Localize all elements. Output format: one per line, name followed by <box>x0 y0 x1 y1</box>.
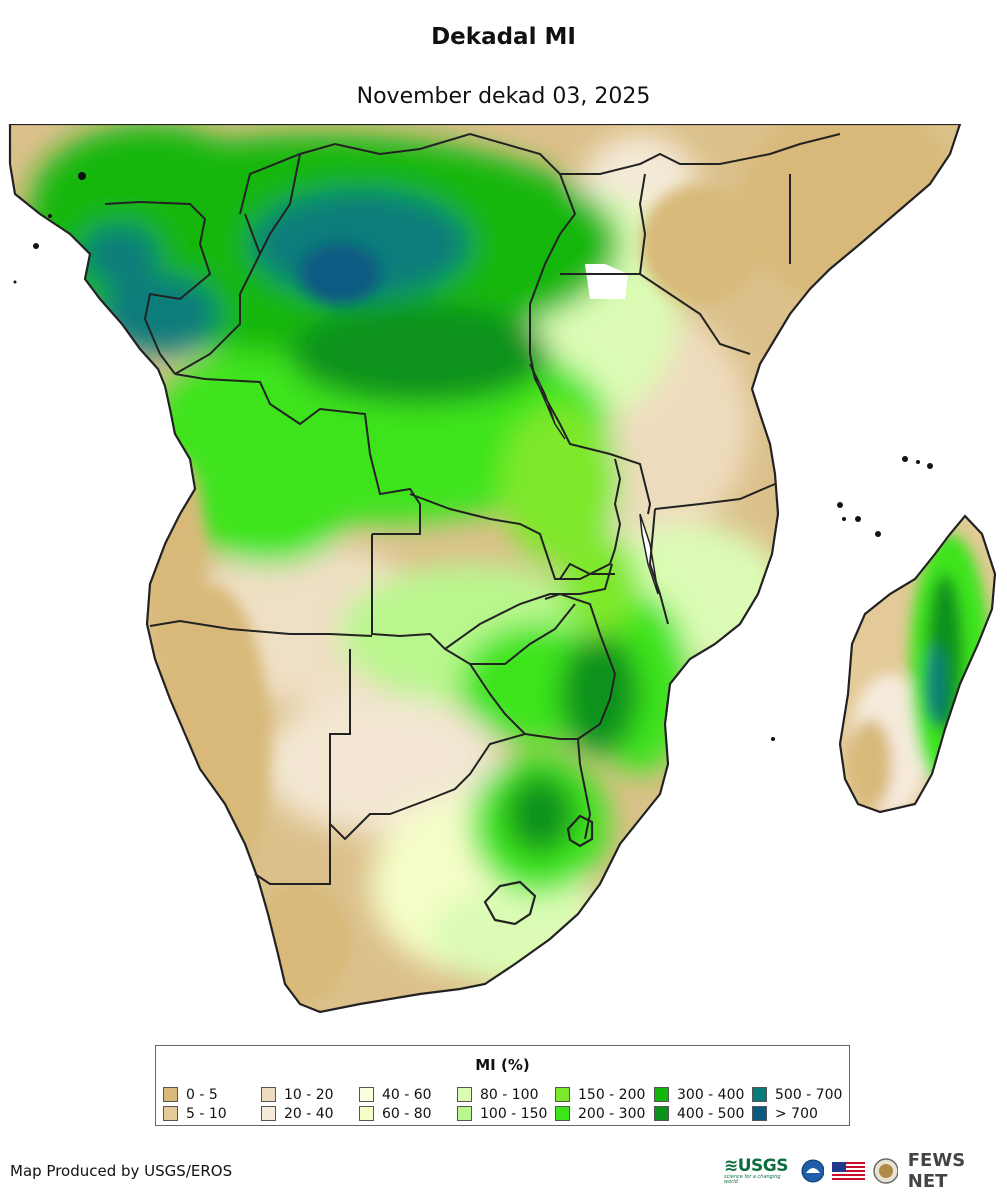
legend-label: > 700 <box>775 1105 818 1122</box>
mainland-fill <box>10 124 960 1012</box>
legend-label: 300 - 400 <box>677 1086 745 1103</box>
legend-label: 150 - 200 <box>578 1086 646 1103</box>
legend-label: 40 - 60 <box>382 1086 432 1103</box>
map-legend: MI (%) 0 - 5 5 - 10 10 - 20 20 - 40 40 - 60 6… <box>155 1045 850 1126</box>
legend-item: 10 - 20 <box>261 1085 359 1104</box>
legend-swatch <box>163 1087 178 1102</box>
legend-swatch <box>457 1087 472 1102</box>
islands <box>13 172 933 741</box>
legend-label: 80 - 100 <box>480 1086 539 1103</box>
legend-label: 10 - 20 <box>284 1086 334 1103</box>
legend-label: 0 - 5 <box>186 1086 218 1103</box>
legend-label: 400 - 500 <box>677 1105 745 1122</box>
map-title: Dekadal MI <box>431 24 576 50</box>
legend-title: MI (%) <box>475 1056 530 1074</box>
legend-swatch <box>359 1106 374 1121</box>
credit-text: Map Produced by USGS/EROS <box>10 1162 233 1180</box>
eswatini-border <box>566 814 594 848</box>
legend-item: > 700 <box>752 1104 851 1123</box>
country-borders <box>104 132 841 885</box>
legend-swatch <box>752 1106 767 1121</box>
map-subtitle: November dekad 03, 2025 <box>356 84 651 109</box>
noaa-logo-icon <box>801 1159 825 1183</box>
legend-label: 200 - 300 <box>578 1105 646 1122</box>
legend-item: 0 - 5 <box>163 1085 261 1104</box>
moisture-index-map <box>8 124 997 1014</box>
legend-label: 100 - 150 <box>480 1105 548 1122</box>
legend-swatch <box>555 1106 570 1121</box>
legend-item: 60 - 80 <box>359 1104 457 1123</box>
legend-item: 40 - 60 <box>359 1085 457 1104</box>
us-flag-icon <box>832 1162 865 1180</box>
lesotho-border <box>483 880 537 926</box>
legend-item: 5 - 10 <box>163 1104 261 1123</box>
legend-swatch <box>457 1106 472 1121</box>
legend-swatch <box>261 1087 276 1102</box>
legend-item: 100 - 150 <box>457 1104 555 1123</box>
legend-item: 150 - 200 <box>555 1085 654 1104</box>
legend-label: 5 - 10 <box>186 1105 227 1122</box>
legend-swatch <box>555 1087 570 1102</box>
legend-swatch <box>261 1106 276 1121</box>
logo-strip: ≋USGS science for a changing world FEWS … <box>724 1150 1007 1192</box>
legend-item: 80 - 100 <box>457 1085 555 1104</box>
legend-swatch <box>654 1106 669 1121</box>
legend-swatch <box>359 1087 374 1102</box>
usgs-logo: ≋USGS science for a changing world <box>724 1155 789 1185</box>
legend-item: 400 - 500 <box>654 1104 752 1123</box>
legend-label: 20 - 40 <box>284 1105 334 1122</box>
legend-item: 20 - 40 <box>261 1104 359 1123</box>
legend-item: 200 - 300 <box>555 1104 654 1123</box>
fews-net-logo: FEWS NET <box>907 1150 966 1192</box>
legend-swatch <box>654 1087 669 1102</box>
madagascar-fill <box>840 516 995 812</box>
legend-item: 300 - 400 <box>654 1085 752 1104</box>
legend-swatch <box>163 1106 178 1121</box>
legend-label: 500 - 700 <box>775 1086 843 1103</box>
legend-item: 500 - 700 <box>752 1085 851 1104</box>
legend-swatch <box>752 1087 767 1102</box>
legend-label: 60 - 80 <box>382 1105 432 1122</box>
legend-grid: 0 - 5 5 - 10 10 - 20 20 - 40 40 - 60 60 - 80 8… <box>163 1085 851 1123</box>
state-department-seal-icon <box>873 1158 898 1184</box>
